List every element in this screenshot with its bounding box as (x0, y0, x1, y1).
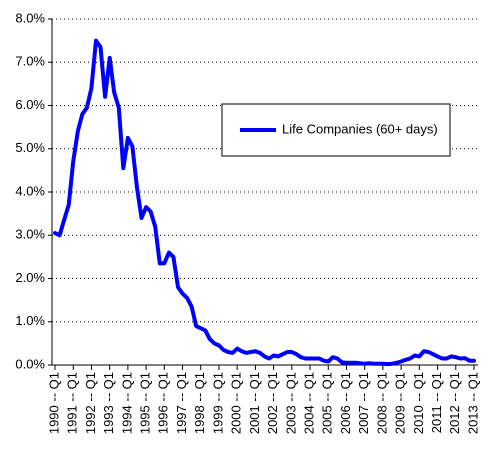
x-tick-label: 2013 -- Q1 (465, 372, 480, 434)
y-tick-label: 4.0% (15, 183, 45, 198)
x-tick-label: 2009 -- Q1 (393, 372, 408, 434)
x-tick-label: 2005 -- Q1 (320, 372, 335, 434)
x-tick-label: 2002 -- Q1 (265, 372, 280, 434)
x-tick-label: 1998 -- Q1 (192, 372, 207, 434)
legend-label: Life Companies (60+ days) (282, 121, 438, 136)
x-tick-label: 1990 -- Q1 (46, 372, 61, 434)
x-tick-label: 2010 -- Q1 (411, 372, 426, 434)
y-tick-label: 3.0% (15, 227, 45, 242)
legend: Life Companies (60+ days) (221, 103, 451, 157)
y-tick-label: 2.0% (15, 270, 45, 285)
y-tick-label: 0.0% (15, 356, 45, 371)
x-tick-label: 1999 -- Q1 (210, 372, 225, 434)
y-tick-label: 1.0% (15, 313, 45, 328)
x-tick-label: 1997 -- Q1 (174, 372, 189, 434)
x-tick-label: 1994 -- Q1 (119, 372, 134, 434)
x-tick-label: 2008 -- Q1 (374, 372, 389, 434)
y-tick-label: 5.0% (15, 140, 45, 155)
x-tick-label: 2006 -- Q1 (338, 372, 353, 434)
x-tick-label: 2004 -- Q1 (301, 372, 316, 434)
x-tick-label: 1993 -- Q1 (101, 372, 116, 434)
x-tick-label: 1991 -- Q1 (65, 372, 80, 434)
x-tick-label: 1992 -- Q1 (83, 372, 98, 434)
x-tick-label: 1996 -- Q1 (156, 372, 171, 434)
x-tick-label: 2003 -- Q1 (283, 372, 298, 434)
x-tick-label: 1995 -- Q1 (138, 372, 153, 434)
y-tick-label: 6.0% (15, 97, 45, 112)
x-tick-label: 2000 -- Q1 (229, 372, 244, 434)
line-series (53, 38, 476, 367)
x-tick-label: 2001 -- Q1 (247, 372, 262, 434)
y-tick-label: 7.0% (15, 54, 45, 69)
x-tick-label: 2007 -- Q1 (356, 372, 371, 434)
x-tick-label: 2011 -- Q1 (429, 372, 444, 433)
y-tick-label: 8.0% (15, 10, 45, 25)
x-tick-label: 2012 -- Q1 (447, 372, 462, 434)
